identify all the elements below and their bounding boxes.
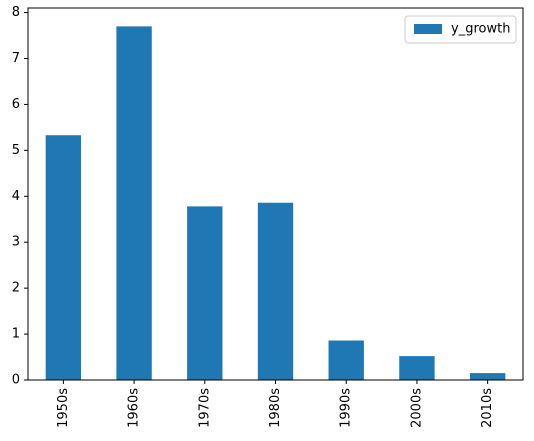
bars-group (45, 26, 506, 381)
bar-1980s (257, 202, 294, 380)
x-tick-label-1980s: 1980s (268, 388, 283, 428)
y-tick-label-0: 0 (12, 373, 20, 388)
bar-2010s (469, 373, 506, 380)
x-tick-label-2010s: 2010s (480, 388, 495, 428)
x-tick-label-1960s: 1960s (127, 388, 142, 428)
y-tick-label-2: 2 (12, 281, 20, 296)
legend-swatch (414, 24, 442, 34)
legend: y_growth (404, 15, 517, 44)
bar-1960s (116, 26, 152, 381)
bar-2000s (399, 356, 435, 380)
bar-1970s (187, 206, 223, 380)
x-tick-label-1970s: 1970s (197, 388, 212, 428)
x-axis: 1950s 1960s 1970s 1980s 1990s 2000s 2010s (56, 380, 495, 428)
x-tick-label-2000s: 2000s (409, 388, 424, 428)
y-tick-label-5: 5 (12, 143, 20, 158)
y-tick-label-6: 6 (12, 97, 20, 112)
y-tick-label-8: 8 (12, 5, 20, 20)
y-axis: 0 1 2 3 4 5 6 7 8 (12, 5, 28, 388)
legend-label-y-growth: y_growth (451, 22, 510, 37)
bar-1990s (328, 340, 364, 380)
plot-frame (27, 7, 524, 381)
x-tick-label-1990s: 1990s (339, 388, 354, 428)
bar-1950s (45, 135, 82, 380)
x-tick-label-1950s: 1950s (56, 388, 71, 428)
y-tick-label-7: 7 (12, 51, 20, 66)
y-tick-label-4: 4 (12, 189, 20, 204)
y-tick-label-3: 3 (12, 235, 20, 250)
y-tick-label-1: 1 (12, 327, 20, 342)
legend-box (404, 15, 517, 44)
